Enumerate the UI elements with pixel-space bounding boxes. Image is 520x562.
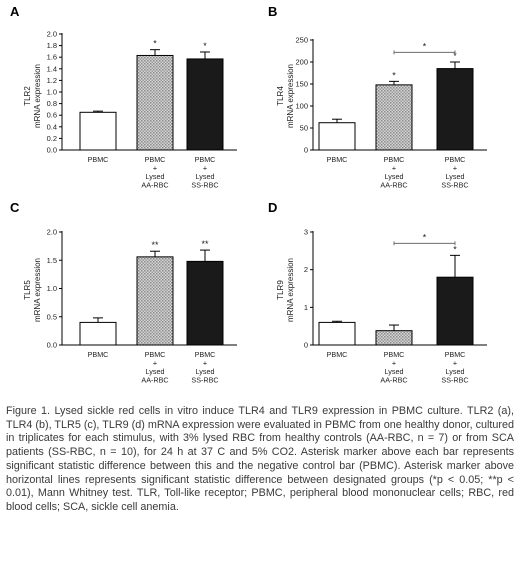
x-category-label: + xyxy=(203,164,207,173)
x-category-label: PBMC xyxy=(327,155,348,164)
y-tick-label: 1.2 xyxy=(47,76,57,85)
y-tick-label: 0 xyxy=(304,341,308,350)
panel-letter: B xyxy=(268,4,277,19)
significance-marker: * xyxy=(453,244,457,254)
x-category-label: Lysed xyxy=(146,367,165,376)
x-category-label: Lysed xyxy=(446,172,465,181)
x-category-label: PBMC xyxy=(384,155,405,164)
bar xyxy=(375,84,413,151)
y-tick-label: 0.5 xyxy=(47,312,57,321)
x-category-label: AA-RBC xyxy=(380,181,407,190)
significance-marker: * xyxy=(153,39,157,49)
x-category-label: SS-RBC xyxy=(191,376,218,385)
x-category-label: + xyxy=(453,359,457,368)
y-tick-label: 1.8 xyxy=(47,41,57,50)
x-category-label: AA-RBC xyxy=(380,376,407,385)
x-category-label: + xyxy=(153,164,157,173)
x-category-label: Lysed xyxy=(446,367,465,376)
x-category-label: + xyxy=(392,359,396,368)
y-tick-label: 0.4 xyxy=(47,122,57,131)
bar xyxy=(79,321,117,346)
y-tick-label: 2.0 xyxy=(47,228,57,237)
significance-marker: * xyxy=(392,70,396,80)
y-axis-title: TLR2 xyxy=(23,86,32,106)
figure-caption: Figure 1. Lysed sickle red cells in vitr… xyxy=(6,405,514,513)
panel-letter: A xyxy=(10,4,20,19)
x-category-label: PBMC xyxy=(384,350,405,359)
x-category-label: SS-RBC xyxy=(441,376,468,385)
y-axis-title: TLR9 xyxy=(276,280,285,300)
y-tick-label: 0.0 xyxy=(47,146,57,155)
y-tick-label: 1.6 xyxy=(47,53,57,62)
significance-marker: ** xyxy=(151,240,159,250)
bar xyxy=(136,256,174,346)
bar xyxy=(318,122,356,151)
y-axis-title: mRNA expression xyxy=(33,64,42,128)
x-category-label: PBMC xyxy=(88,155,109,164)
x-category-label: + xyxy=(392,164,396,173)
y-tick-label: 0.6 xyxy=(47,111,57,120)
y-tick-label: 1.5 xyxy=(47,256,57,265)
panel-letter: C xyxy=(10,200,20,215)
y-tick-label: 1.0 xyxy=(47,88,57,97)
bar xyxy=(186,58,224,151)
x-category-label: AA-RBC xyxy=(141,376,168,385)
x-category-label: Lysed xyxy=(385,367,404,376)
x-category-label: Lysed xyxy=(196,367,215,376)
comparison-marker: * xyxy=(423,232,427,242)
x-category-label: + xyxy=(453,164,457,173)
y-axis-title: mRNA expression xyxy=(33,258,42,322)
y-tick-label: 50 xyxy=(300,124,308,133)
y-tick-label: 150 xyxy=(295,80,308,89)
y-tick-label: 0 xyxy=(304,146,308,155)
x-category-label: Lysed xyxy=(196,172,215,181)
y-tick-label: 0.2 xyxy=(47,134,57,143)
bar xyxy=(186,260,224,346)
x-category-label: PBMC xyxy=(327,350,348,359)
y-tick-label: 1.0 xyxy=(47,284,57,293)
y-tick-label: 250 xyxy=(295,36,308,45)
x-category-label: PBMC xyxy=(88,350,109,359)
comparison-marker: * xyxy=(423,41,427,51)
y-tick-label: 0.8 xyxy=(47,99,57,108)
x-category-label: Lysed xyxy=(385,172,404,181)
x-category-label: PBMC xyxy=(195,350,216,359)
x-category-label: + xyxy=(203,359,207,368)
x-category-label: AA-RBC xyxy=(141,181,168,190)
x-category-label: SS-RBC xyxy=(191,181,218,190)
x-category-label: PBMC xyxy=(195,155,216,164)
panel-letter: D xyxy=(268,200,277,215)
bar xyxy=(375,330,413,346)
x-category-label: PBMC xyxy=(145,350,166,359)
bar xyxy=(436,68,474,151)
y-tick-label: 2 xyxy=(304,265,308,274)
y-axis-title: TLR5 xyxy=(23,280,32,300)
y-tick-label: 1.4 xyxy=(47,64,57,73)
y-tick-label: 2.0 xyxy=(47,30,57,39)
significance-marker: ** xyxy=(201,239,209,249)
x-category-label: Lysed xyxy=(146,172,165,181)
bar xyxy=(79,111,117,151)
y-axis-title: mRNA expression xyxy=(286,258,295,322)
x-category-label: PBMC xyxy=(445,350,466,359)
bar xyxy=(318,321,356,346)
y-axis-title: mRNA expression xyxy=(286,64,295,128)
x-category-label: + xyxy=(153,359,157,368)
x-category-label: SS-RBC xyxy=(441,181,468,190)
y-tick-label: 1 xyxy=(304,303,308,312)
y-tick-label: 200 xyxy=(295,58,308,67)
x-category-label: PBMC xyxy=(145,155,166,164)
significance-marker: * xyxy=(453,51,457,61)
x-category-label: PBMC xyxy=(445,155,466,164)
y-tick-label: 3 xyxy=(304,228,308,237)
y-axis-title: TLR4 xyxy=(276,86,285,106)
significance-marker: * xyxy=(203,41,207,51)
bar xyxy=(436,276,474,346)
y-tick-label: 0.0 xyxy=(47,341,57,350)
y-tick-label: 100 xyxy=(295,102,308,111)
bar xyxy=(136,54,174,151)
